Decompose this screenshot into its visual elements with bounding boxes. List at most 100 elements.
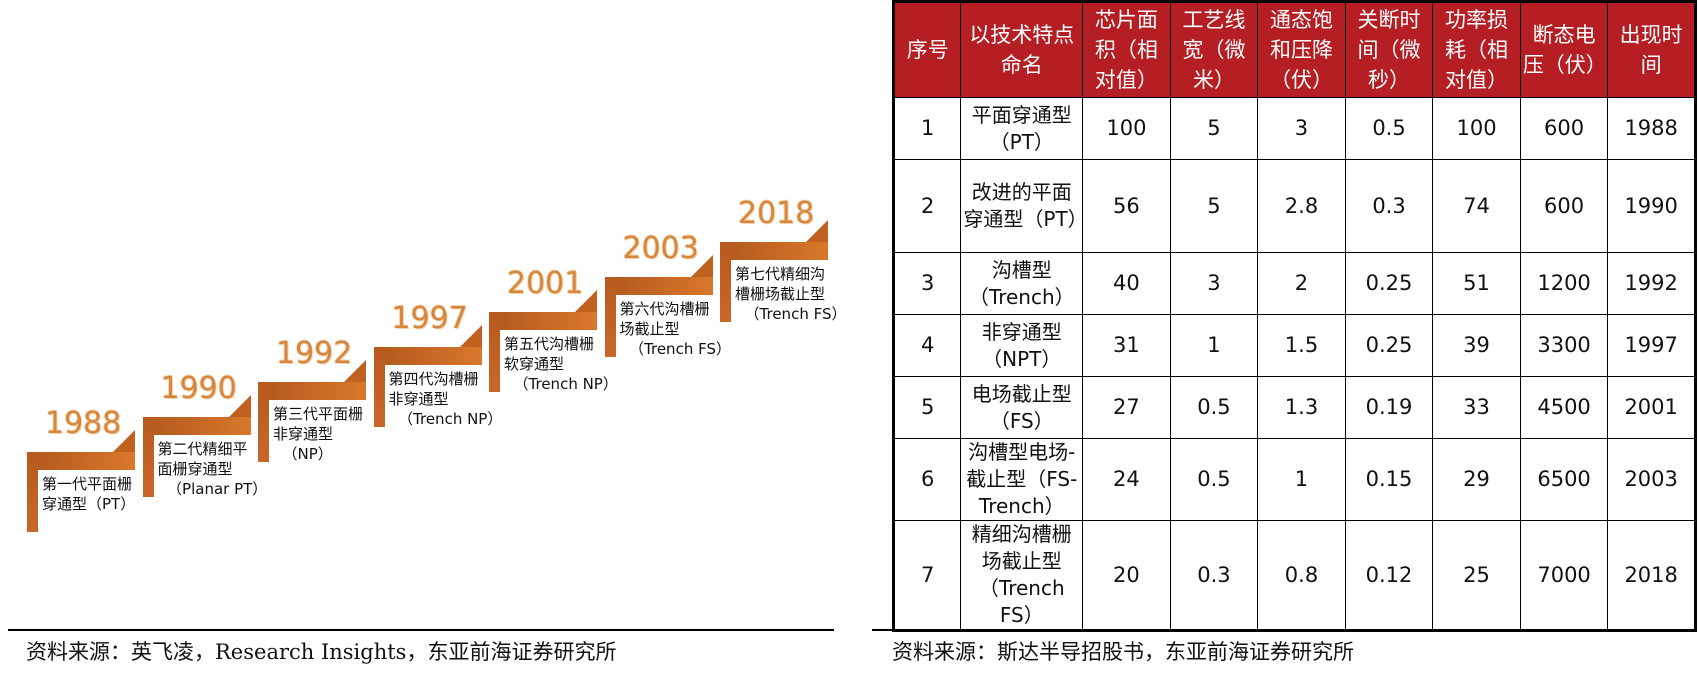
step-label: 第六代沟槽栅 场截止型 （Trench FS） bbox=[619, 300, 731, 358]
cell-chip-area: 24 bbox=[1082, 438, 1171, 521]
cell-tech-name: 沟槽型电场-截止型（FS-Trench） bbox=[960, 438, 1084, 521]
header-year: 出现时间 bbox=[1607, 1, 1696, 98]
header-turn-off-time: 关断时间（微秒） bbox=[1344, 1, 1434, 98]
cell-line-width: 3 bbox=[1169, 252, 1259, 315]
header-tech-name: 以技术特点命名 bbox=[960, 1, 1084, 98]
header-line-width: 工艺线宽（微米） bbox=[1169, 1, 1259, 98]
step-year: 2001 bbox=[507, 266, 584, 301]
cell-index: 1 bbox=[892, 97, 962, 160]
step-leg bbox=[27, 452, 38, 532]
step-corner-triangle bbox=[113, 430, 135, 452]
cell-turn-off-time: 0.3 bbox=[1344, 159, 1434, 253]
cell-chip-area: 27 bbox=[1082, 376, 1171, 439]
cell-power-loss: 39 bbox=[1432, 314, 1521, 377]
cell-chip-area: 56 bbox=[1082, 159, 1171, 253]
cell-power-loss: 100 bbox=[1432, 97, 1521, 160]
cell-year: 1988 bbox=[1607, 97, 1696, 160]
cell-line-width: 0.5 bbox=[1169, 376, 1259, 439]
cell-year: 2003 bbox=[1607, 438, 1696, 521]
step-label: 第二代精细平 面栅穿通型 （Planar PT） bbox=[157, 440, 268, 498]
cell-index: 7 bbox=[892, 520, 962, 631]
cell-power-loss: 74 bbox=[1432, 159, 1521, 253]
cell-off-state-voltage: 600 bbox=[1519, 159, 1609, 253]
cell-year: 1997 bbox=[1607, 314, 1696, 377]
step-label: 第一代平面栅 穿通型（PT） bbox=[42, 475, 136, 513]
table-row: 7 精细沟槽栅场截止型（Trench FS） 20 0.3 0.8 0.12 25 7000 2… bbox=[892, 520, 1696, 631]
right-source-rule bbox=[872, 629, 1696, 631]
step-corner-triangle bbox=[690, 255, 713, 277]
cell-line-width: 5 bbox=[1169, 159, 1259, 253]
step-leg bbox=[489, 312, 500, 392]
cell-line-width: 0.3 bbox=[1169, 520, 1259, 631]
cell-on-state-drop: 2.8 bbox=[1257, 159, 1346, 253]
table-row: 1 平面穿通型（PT） 100 5 3 0.5 100 600 1988 bbox=[892, 97, 1696, 160]
step-year: 1988 bbox=[45, 406, 122, 441]
step-leg bbox=[720, 242, 731, 322]
cell-line-width: 1 bbox=[1169, 314, 1259, 377]
header-chip-area: 芯片面积（相对值） bbox=[1082, 1, 1171, 98]
cell-on-state-drop: 1 bbox=[1257, 438, 1346, 521]
cell-power-loss: 25 bbox=[1432, 520, 1521, 631]
cell-power-loss: 51 bbox=[1432, 252, 1521, 315]
cell-turn-off-time: 0.15 bbox=[1344, 438, 1434, 521]
cell-line-width: 5 bbox=[1169, 97, 1259, 160]
step-label: 第四代沟槽栅 非穿通型 （Trench NP） bbox=[388, 370, 503, 428]
step-leg bbox=[604, 277, 616, 357]
step-label: 第七代精细沟 槽栅场截止型 （Trench FS） bbox=[735, 265, 847, 323]
step-corner-triangle bbox=[806, 220, 828, 242]
cell-chip-area: 31 bbox=[1082, 314, 1171, 377]
table-row: 6 沟槽型电场-截止型（FS-Trench） 24 0.5 1 0.15 29 6500 200… bbox=[892, 438, 1696, 521]
step-bar bbox=[258, 382, 366, 400]
step-corner-triangle bbox=[228, 395, 251, 417]
step-bar bbox=[27, 452, 135, 470]
table-row: 3 沟槽型（Trench） 40 3 2 0.25 51 1200 1992 bbox=[892, 252, 1696, 315]
step-bar bbox=[373, 347, 482, 365]
header-on-state-drop: 通态饱和压降（伏） bbox=[1257, 1, 1346, 98]
step-leg bbox=[142, 417, 154, 497]
cell-chip-area: 40 bbox=[1082, 252, 1171, 315]
step-bar bbox=[720, 242, 828, 260]
cell-tech-name: 非穿通型（NPT） bbox=[960, 314, 1084, 377]
cell-year: 1990 bbox=[1607, 159, 1696, 253]
cell-turn-off-time: 0.25 bbox=[1344, 252, 1434, 315]
cell-off-state-voltage: 1200 bbox=[1519, 252, 1609, 315]
cell-on-state-drop: 0.8 bbox=[1257, 520, 1346, 631]
table-row: 2 改进的平面穿通型（PT） 56 5 2.8 0.3 74 600 1990 bbox=[892, 159, 1696, 253]
step-bar bbox=[142, 417, 251, 435]
cell-turn-off-time: 0.12 bbox=[1344, 520, 1434, 631]
cell-index: 4 bbox=[892, 314, 962, 377]
cell-tech-name: 精细沟槽栅场截止型（Trench FS） bbox=[960, 520, 1084, 631]
cell-year: 1992 bbox=[1607, 252, 1696, 315]
cell-tech-name: 电场截止型（FS） bbox=[960, 376, 1084, 439]
step-year: 2003 bbox=[622, 231, 699, 266]
step-leg bbox=[258, 382, 269, 462]
igbt-generation-timeline: 1988 第一代平面栅 穿通型（PT） 1990 第二代精细平 面栅穿通型 （Plan… bbox=[0, 0, 850, 620]
cell-off-state-voltage: 7000 bbox=[1519, 520, 1609, 631]
step-bar bbox=[489, 312, 597, 330]
cell-off-state-voltage: 4500 bbox=[1519, 376, 1609, 439]
cell-line-width: 0.5 bbox=[1169, 438, 1259, 521]
cell-turn-off-time: 0.25 bbox=[1344, 314, 1434, 377]
cell-off-state-voltage: 3300 bbox=[1519, 314, 1609, 377]
cell-index: 5 bbox=[892, 376, 962, 439]
left-source-note: 资料来源：英飞凌，Research Insights，东亚前海证券研究所 bbox=[26, 640, 617, 664]
step-bar bbox=[604, 277, 713, 295]
step-leg bbox=[373, 347, 385, 427]
cell-chip-area: 100 bbox=[1082, 97, 1171, 160]
cell-power-loss: 33 bbox=[1432, 376, 1521, 439]
cell-year: 2018 bbox=[1607, 520, 1696, 631]
cell-tech-name: 沟槽型（Trench） bbox=[960, 252, 1084, 315]
cell-turn-off-time: 0.19 bbox=[1344, 376, 1434, 439]
cell-on-state-drop: 3 bbox=[1257, 97, 1346, 160]
right-source-note: 资料来源：斯达半导招股书，东亚前海证券研究所 bbox=[892, 640, 1354, 664]
cell-off-state-voltage: 6500 bbox=[1519, 438, 1609, 521]
cell-index: 2 bbox=[892, 159, 962, 253]
cell-year: 2001 bbox=[1607, 376, 1696, 439]
cell-index: 6 bbox=[892, 438, 962, 521]
step-corner-triangle bbox=[344, 360, 366, 382]
step-corner-triangle bbox=[575, 290, 597, 312]
step-year: 1990 bbox=[160, 371, 237, 406]
step-year: 2018 bbox=[738, 196, 815, 231]
table-row: 4 非穿通型（NPT） 31 1 1.5 0.25 39 3300 1997 bbox=[892, 314, 1696, 377]
cell-tech-name: 平面穿通型（PT） bbox=[960, 97, 1084, 160]
